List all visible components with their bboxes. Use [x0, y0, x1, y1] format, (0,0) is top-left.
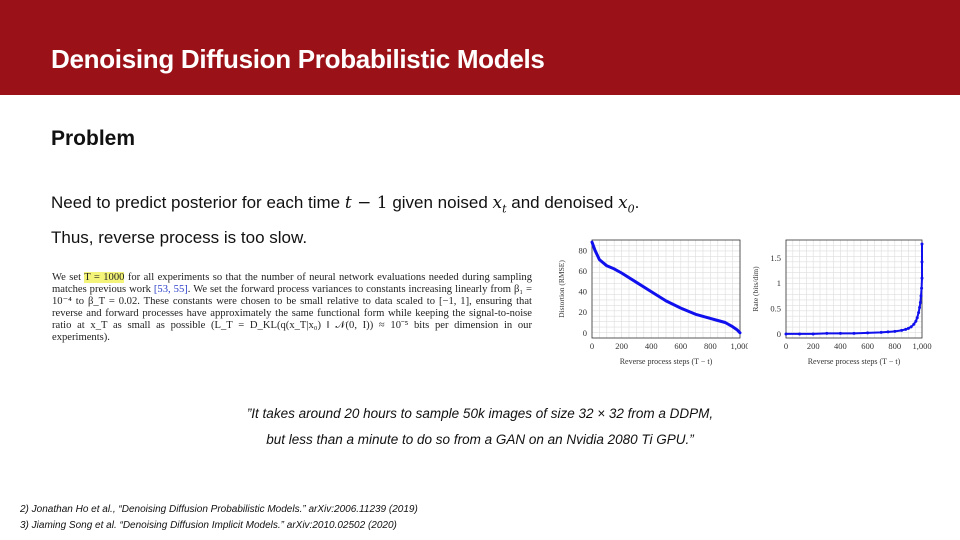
- x-tick-label: 1,000: [730, 341, 748, 351]
- y-tick-label: 1.5: [770, 253, 781, 263]
- x-tick-label: 600: [674, 341, 687, 351]
- y-tick-label: 0: [777, 329, 781, 339]
- problem-statement: Need to predict posterior for each time …: [51, 193, 639, 215]
- x-tick-label: 1,000: [912, 341, 931, 351]
- reference-1: 2) Jonathan Ho et al., “Denoising Diffus…: [20, 504, 418, 515]
- y-tick-label: 80: [579, 245, 588, 255]
- conclusion-statement: Thus, reverse process is too slow.: [51, 228, 308, 247]
- y-tick-label: 20: [579, 307, 588, 317]
- math-x-0: x0: [618, 193, 635, 216]
- x-tick-label: 0: [784, 341, 788, 351]
- x-tick-label: 200: [615, 341, 628, 351]
- reference-2: 3) Jiaming Song et al. “Denoising Diffus…: [20, 520, 397, 531]
- statement-part-3: and denoised: [506, 193, 619, 212]
- paper-excerpt: We set T = 1000 for all experiments so t…: [52, 272, 532, 344]
- x-tick-label: 400: [834, 341, 847, 351]
- quote-line-2: but less than a minute to do so from a G…: [266, 432, 694, 447]
- rate-series-line: [786, 244, 923, 335]
- title-bar: Denoising Diffusion Probabilistic Models: [0, 0, 960, 95]
- x-tick-label: 0: [590, 341, 594, 351]
- slide-title: Denoising Diffusion Probabilistic Models: [51, 44, 545, 74]
- distortion-chart: 0 200 400 600 800 1,000 0 20 40 60 80 Reverse proce…: [557, 239, 748, 366]
- quote-line-1: ”It takes around 20 hours to sample 50k …: [246, 406, 714, 421]
- x-axis-label: Reverse process steps (T − t): [808, 357, 901, 366]
- statement-part-2: given noised: [387, 193, 493, 212]
- plot-frame: [591, 239, 741, 339]
- y-tick-label: 1: [777, 278, 781, 288]
- x-tick-label: 800: [888, 341, 901, 351]
- math-minus-one: − 1: [351, 193, 388, 213]
- x-tick-label: 400: [645, 341, 658, 351]
- y-tick-label: 0: [583, 328, 587, 338]
- highlighted-T: T = 1000: [84, 272, 125, 283]
- y-tick-label: 40: [579, 287, 588, 297]
- x-tick-label: 600: [861, 341, 874, 351]
- statement-end: .: [634, 193, 640, 212]
- x-tick-label: 800: [704, 341, 717, 351]
- statement-part-1: Need to predict posterior for each time: [51, 193, 345, 212]
- math-x-t: xt: [492, 193, 507, 216]
- y-tick-label: 60: [579, 266, 588, 276]
- y-axis-label: Rate (bits/dim): [751, 266, 760, 312]
- distortion-series-line: [590, 240, 742, 335]
- y-tick-label: 0.5: [770, 304, 781, 314]
- x-axis-label: Reverse process steps (T − t): [620, 357, 713, 366]
- math-t: t: [344, 193, 352, 213]
- citation: [53, 55]: [153, 284, 188, 296]
- x-tick-label: 200: [807, 341, 820, 351]
- y-axis-label: Distortion (RMSE): [557, 260, 566, 318]
- section-heading: Problem: [51, 127, 136, 150]
- rate-chart: 0 200 400 600 800 1,000 0 0.5 1 1.5 Reverse proces…: [751, 239, 932, 366]
